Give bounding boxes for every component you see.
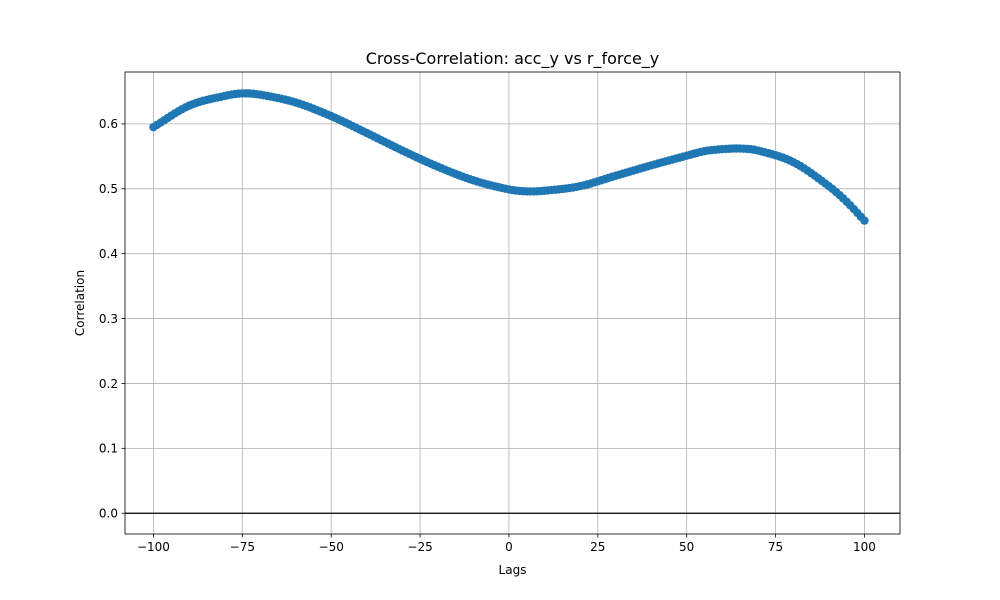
- x-tick-label: −50: [319, 540, 344, 554]
- y-tick-label: 0.2: [99, 377, 118, 391]
- x-tick-label: 25: [590, 540, 605, 554]
- x-tick-label: 100: [853, 540, 876, 554]
- x-tick-label: −25: [407, 540, 432, 554]
- x-axis-title: Lags: [499, 563, 527, 577]
- y-axis-title: Correlation: [73, 270, 87, 336]
- plot-area-frame: [124, 71, 901, 535]
- y-tick-label: 0.0: [99, 507, 118, 521]
- x-tick-label: 75: [768, 540, 783, 554]
- y-tick-label: 0.4: [99, 247, 118, 261]
- series-layer: [149, 89, 869, 225]
- chart-title: Cross-Correlation: acc_y vs r_force_y: [366, 49, 660, 69]
- x-axis: −100 −75 −50 −25 0 25 50 75 100: [137, 534, 876, 554]
- x-tick-label: −100: [137, 540, 170, 554]
- y-tick-label: 0.1: [99, 442, 118, 456]
- y-tick-label: 0.3: [99, 312, 118, 326]
- x-tick-label: −75: [230, 540, 255, 554]
- y-axis: 0.0 0.1 0.2 0.3 0.4 0.5 0.6: [99, 117, 125, 521]
- y-tick-label: 0.6: [99, 117, 118, 131]
- data-point: [860, 216, 869, 225]
- y-tick-label: 0.5: [99, 182, 118, 196]
- x-tick-label: 0: [505, 540, 513, 554]
- x-tick-label: 50: [679, 540, 694, 554]
